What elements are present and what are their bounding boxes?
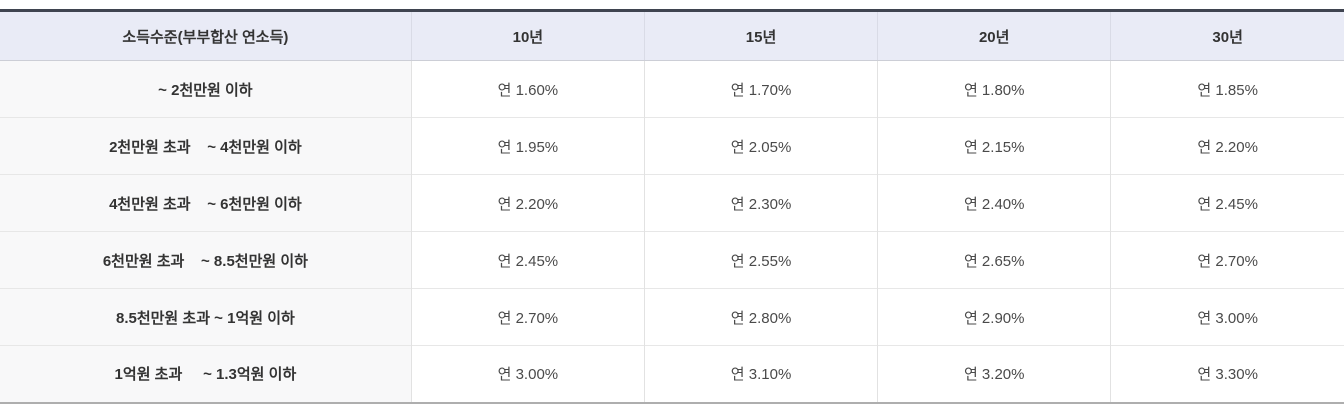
income-bracket: 2천만원 초과 ~ 4천만원 이하: [0, 117, 412, 175]
income-level-header: 소득수준(부부합산 연소득): [0, 10, 412, 61]
rate-cell: 연 1.95%: [410, 117, 645, 175]
term-header-10y: 10년: [410, 10, 645, 61]
table-body: ~ 2천만원 이하 연 1.60% 연 1.70% 연 1.80% 연 1.85…: [0, 60, 1344, 403]
rate-cell: 연 1.80%: [877, 60, 1111, 118]
rate-cell: 연 3.20%: [877, 345, 1111, 403]
table-row: 6천만원 초과 ~ 8.5천만원 이하 연 2.45% 연 2.55% 연 2.…: [0, 231, 1344, 289]
table-row: 8.5천만원 초과 ~ 1억원 이하 연 2.70% 연 2.80% 연 2.9…: [0, 288, 1344, 346]
rate-cell: 연 1.60%: [410, 60, 645, 118]
rate-cell: 연 2.70%: [1110, 231, 1344, 289]
table-row: 2천만원 초과 ~ 4천만원 이하 연 1.95% 연 2.05% 연 2.15…: [0, 117, 1344, 175]
rate-cell: 연 2.55%: [643, 231, 878, 289]
rate-cell: 연 3.30%: [1110, 345, 1344, 403]
rate-cell: 연 2.45%: [410, 231, 645, 289]
rate-cell: 연 2.45%: [1110, 174, 1344, 232]
income-bracket: ~ 2천만원 이하: [0, 60, 412, 118]
rate-cell: 연 2.20%: [1110, 117, 1344, 175]
term-header-15y: 15년: [643, 10, 878, 61]
rate-cell: 연 3.00%: [1110, 288, 1344, 346]
table-row: 4천만원 초과 ~ 6천만원 이하 연 2.20% 연 2.30% 연 2.40…: [0, 174, 1344, 232]
rate-cell: 연 2.65%: [877, 231, 1111, 289]
rate-cell: 연 1.70%: [643, 60, 878, 118]
table-row: ~ 2천만원 이하 연 1.60% 연 1.70% 연 1.80% 연 1.85…: [0, 60, 1344, 118]
table-header: 소득수준(부부합산 연소득) 10년 15년 20년 30년: [0, 10, 1344, 61]
interest-rate-table: 소득수준(부부합산 연소득) 10년 15년 20년 30년 ~ 2천만원 이하…: [0, 9, 1344, 404]
rate-cell: 연 2.70%: [410, 288, 645, 346]
income-bracket: 8.5천만원 초과 ~ 1억원 이하: [0, 288, 412, 346]
header-row: 소득수준(부부합산 연소득) 10년 15년 20년 30년: [0, 10, 1344, 61]
rate-cell: 연 2.30%: [643, 174, 878, 232]
income-bracket: 1억원 초과 ~ 1.3억원 이하: [0, 345, 412, 403]
rate-cell: 연 3.00%: [410, 345, 645, 403]
table-row: 1억원 초과 ~ 1.3억원 이하 연 3.00% 연 3.10% 연 3.20…: [0, 345, 1344, 403]
term-header-20y: 20년: [877, 10, 1111, 61]
rate-cell: 연 2.15%: [877, 117, 1111, 175]
rate-cell: 연 3.10%: [643, 345, 878, 403]
rate-cell: 연 2.20%: [410, 174, 645, 232]
income-bracket: 6천만원 초과 ~ 8.5천만원 이하: [0, 231, 412, 289]
rate-cell: 연 2.40%: [877, 174, 1111, 232]
income-bracket: 4천만원 초과 ~ 6천만원 이하: [0, 174, 412, 232]
rate-cell: 연 2.05%: [643, 117, 878, 175]
rate-cell: 연 2.90%: [877, 288, 1111, 346]
term-header-30y: 30년: [1110, 10, 1344, 61]
rate-cell: 연 1.85%: [1110, 60, 1344, 118]
rate-cell: 연 2.80%: [643, 288, 878, 346]
